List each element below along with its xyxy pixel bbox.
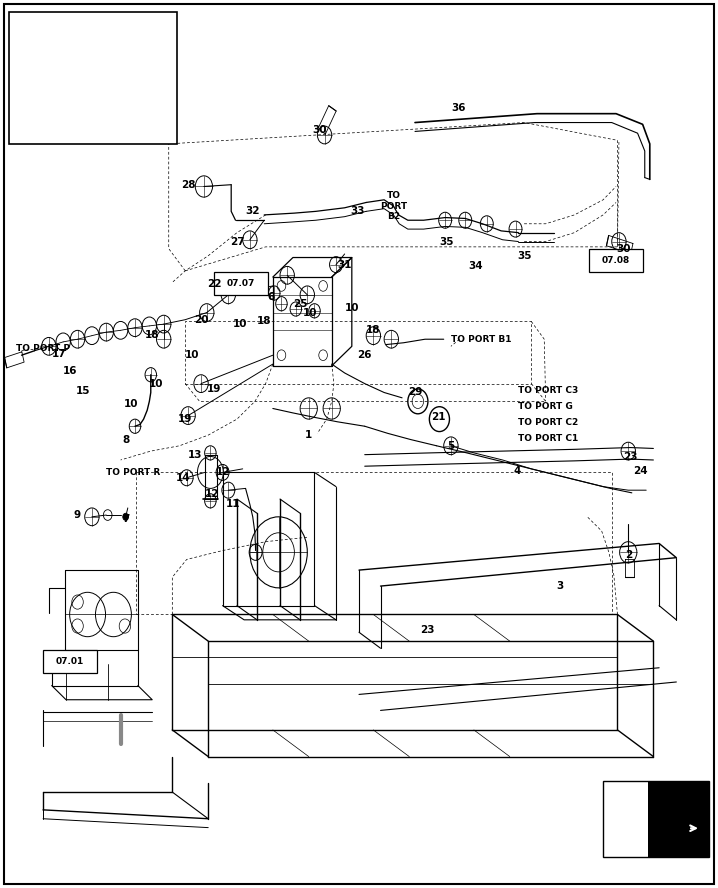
Text: TO
PORT
B2: TO PORT B2	[380, 191, 407, 221]
Text: 29: 29	[408, 387, 422, 398]
Text: 9: 9	[74, 510, 81, 520]
Text: 07.07: 07.07	[227, 279, 255, 288]
Text: 18: 18	[257, 316, 271, 327]
Text: 23: 23	[623, 452, 638, 463]
Text: 18: 18	[366, 325, 381, 336]
Text: 30: 30	[616, 243, 630, 254]
Text: 33: 33	[350, 206, 365, 217]
Text: TO PORT C1: TO PORT C1	[518, 434, 579, 443]
Text: TO PORT C2: TO PORT C2	[518, 418, 579, 427]
Text: 6: 6	[268, 292, 275, 303]
Text: 15: 15	[75, 385, 90, 396]
Text: 4: 4	[513, 465, 521, 476]
Text: 12: 12	[205, 488, 219, 499]
Text: 5: 5	[447, 440, 454, 451]
Text: TO PORT R: TO PORT R	[106, 468, 161, 477]
Text: 27: 27	[230, 236, 244, 247]
Polygon shape	[648, 781, 709, 857]
Text: 18: 18	[145, 329, 159, 340]
Text: 07.01: 07.01	[56, 657, 84, 666]
Text: 34: 34	[468, 261, 482, 272]
Text: TO PORT C3: TO PORT C3	[518, 386, 579, 395]
Text: 25: 25	[293, 298, 307, 309]
Text: 19: 19	[178, 414, 192, 424]
Text: 10: 10	[345, 303, 359, 313]
Text: 10: 10	[233, 319, 248, 329]
Text: 24: 24	[633, 465, 648, 476]
Text: 32: 32	[246, 206, 260, 217]
Text: 10: 10	[185, 350, 200, 361]
Bar	[214, 272, 268, 295]
Text: 26: 26	[358, 350, 372, 361]
Text: 07.08: 07.08	[602, 256, 630, 265]
Text: 17: 17	[52, 349, 66, 360]
Circle shape	[123, 513, 129, 520]
Text: 31: 31	[337, 259, 352, 270]
Text: 35: 35	[517, 250, 531, 261]
Text: 7: 7	[122, 514, 129, 525]
Text: TO PORT B1: TO PORT B1	[451, 335, 511, 344]
Bar	[589, 249, 643, 272]
Text: 3: 3	[556, 581, 564, 591]
Bar	[9, 12, 177, 144]
Text: 10: 10	[303, 307, 317, 318]
Text: 35: 35	[439, 236, 454, 247]
Text: TO PORT G: TO PORT G	[518, 402, 573, 411]
Text: 28: 28	[181, 179, 195, 190]
Bar	[603, 781, 709, 857]
Text: 30: 30	[312, 124, 327, 135]
Text: 1: 1	[305, 430, 312, 440]
Bar	[43, 650, 97, 673]
Text: 8: 8	[122, 434, 129, 445]
Text: 23: 23	[420, 625, 434, 636]
Text: 10: 10	[123, 399, 138, 409]
Text: 10: 10	[149, 378, 164, 389]
Text: 12: 12	[215, 467, 230, 478]
Text: 22: 22	[207, 279, 221, 289]
Text: 11: 11	[226, 499, 241, 510]
Text: 14: 14	[176, 472, 190, 483]
Text: 21: 21	[431, 412, 445, 423]
Text: 13: 13	[188, 449, 202, 460]
Text: 16: 16	[63, 366, 78, 377]
Text: TO PORT P: TO PORT P	[16, 344, 70, 353]
Text: 36: 36	[451, 103, 465, 114]
Text: 19: 19	[207, 384, 221, 394]
Text: 2: 2	[625, 550, 632, 560]
Text: 20: 20	[194, 314, 208, 325]
